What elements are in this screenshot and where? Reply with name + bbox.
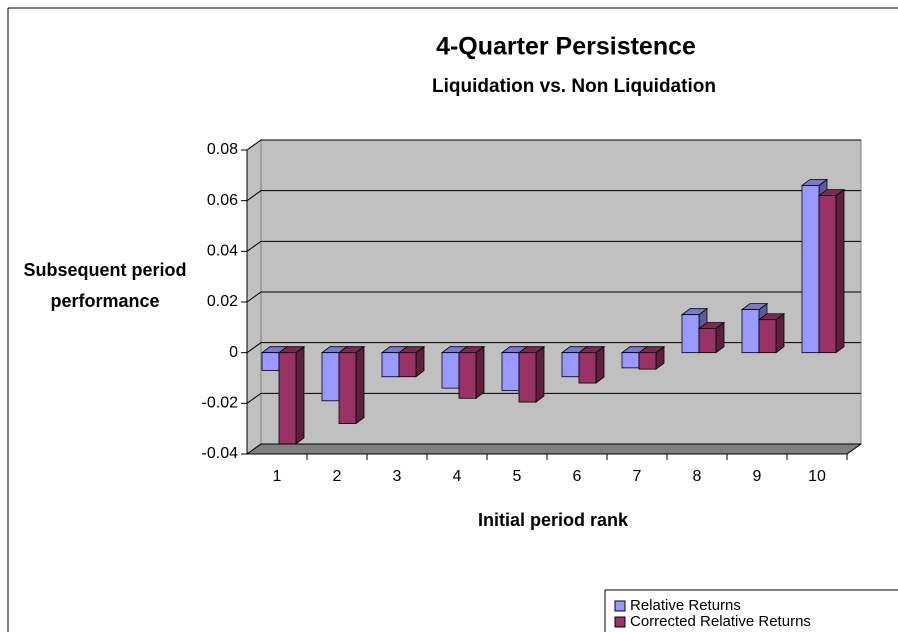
x-axis-depth [846, 443, 862, 455]
bar-front [398, 352, 417, 378]
grid-line [246, 392, 861, 404]
legend-label: Relative Returns [630, 597, 741, 614]
x-tick-label: 7 [633, 468, 642, 485]
bar-front [801, 185, 820, 354]
y-tick-label: 0 [229, 344, 238, 361]
grid-line [246, 291, 861, 303]
x-tick-label: 3 [393, 468, 402, 485]
bar-front [338, 352, 357, 424]
bar-front [681, 314, 700, 354]
bar-front [621, 352, 640, 369]
bar [277, 345, 306, 445]
x-tick-label: 6 [573, 468, 582, 485]
bar-front [381, 352, 400, 378]
bar [337, 345, 366, 425]
grid-line [246, 443, 861, 455]
bar-front [818, 195, 837, 354]
bar-front [758, 319, 777, 354]
y-tick-label: 0.02 [207, 293, 238, 310]
bar-front [501, 352, 520, 392]
x-tick-label: 5 [513, 468, 522, 485]
bar [517, 345, 546, 403]
bar-side [535, 345, 545, 403]
bar [637, 345, 666, 370]
bar-front [441, 352, 460, 389]
floor [245, 443, 863, 455]
bar-front [278, 352, 297, 445]
y-tick-label: 0.06 [207, 192, 238, 209]
grid-line [246, 240, 861, 252]
x-tick-label: 8 [693, 468, 702, 485]
chart-subtitle: Liquidation vs. Non Liquidation [432, 76, 716, 97]
bar-side [355, 345, 365, 425]
x-tick-label: 10 [808, 468, 826, 485]
x-tick-label: 4 [453, 468, 462, 485]
legend-swatch [614, 616, 626, 628]
y-tick-label: -0.04 [202, 445, 239, 462]
bar-front [578, 352, 597, 384]
bar-side [775, 312, 785, 354]
bar-front [321, 352, 340, 402]
bar-side [835, 188, 845, 354]
bar [577, 345, 606, 384]
x-axis-title: Initial period rank [478, 510, 629, 530]
chart-title: 4-Quarter Persistence [436, 33, 696, 61]
bar-front [698, 328, 717, 354]
bar [457, 345, 486, 400]
bar-side [295, 345, 305, 445]
y-tick-label: 0.08 [207, 141, 238, 158]
bar [697, 321, 726, 354]
bar [397, 345, 426, 378]
legend-swatch [614, 600, 626, 612]
x-tick-label: 1 [273, 468, 282, 485]
bar-front [518, 352, 537, 403]
bar-front [638, 352, 657, 370]
bar [817, 188, 846, 354]
x-tick-label: 9 [753, 468, 762, 485]
legend-label: Corrected Relative Returns [630, 613, 811, 630]
bar [757, 312, 786, 354]
y-tick-label: 0.04 [207, 243, 238, 260]
bar-front [261, 352, 280, 371]
grid-line [246, 139, 861, 151]
grid-line [246, 190, 861, 202]
y-axis-title: Subsequent period performance [23, 260, 187, 311]
bar-side [475, 345, 485, 400]
y-tick-label: -0.02 [202, 395, 239, 412]
bar-front [458, 352, 477, 399]
bar-front [561, 352, 580, 378]
grid-line [246, 342, 861, 354]
legend-box [604, 589, 898, 632]
bar-front [741, 309, 760, 354]
x-tick-label: 2 [333, 468, 342, 485]
